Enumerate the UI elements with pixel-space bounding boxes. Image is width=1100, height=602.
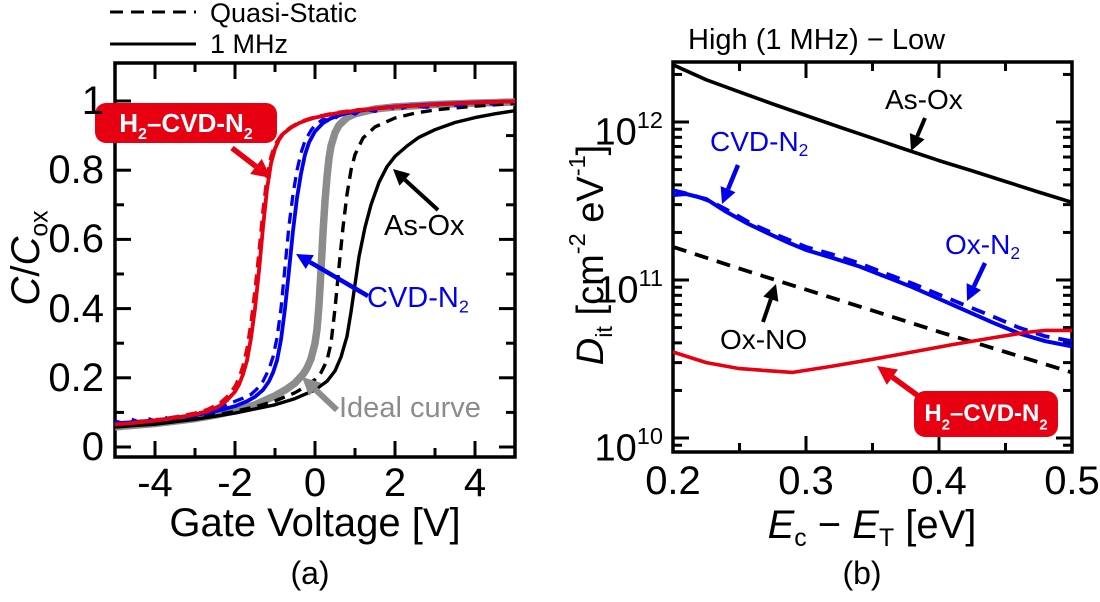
legend-label-quasi-static: Quasi-Static: [210, 0, 358, 28]
tick-label: 1010: [594, 423, 663, 470]
tick-label: 4: [463, 461, 487, 505]
tick-label: 0.5: [1044, 459, 1100, 503]
annotation-as-ox-b: As-Ox: [885, 84, 963, 115]
tick-label: 0: [303, 461, 327, 505]
tick-label: 0.6: [48, 217, 104, 262]
tick-label: 0.4: [911, 459, 967, 503]
annotation-cvd-n2-a: CVD-N2: [367, 282, 469, 317]
annotation-ideal-curve-a: Ideal curve: [339, 392, 481, 424]
annotation-ox-no-b: Ox-NO: [720, 324, 808, 355]
annotation-h2-cvd-n2-label-a: H2–CVD-N2: [119, 108, 253, 144]
legend-label-1mhz: 1 MHz: [210, 29, 289, 59]
axis-title-gate-voltage: Gate Voltage [V]: [169, 501, 461, 545]
tick-label: 0.2: [48, 355, 104, 400]
annotation-h2-cvd-n2-box-b: H2–CVD-N2: [914, 391, 1058, 437]
annotation-ox-n2-b: Ox-N2: [945, 229, 1020, 264]
tick-label: 0.8: [48, 148, 104, 193]
caption-a: (a): [290, 555, 330, 591]
tick-label: 0.4: [48, 286, 104, 331]
tick-label: 1: [81, 79, 104, 123]
annotation-cvd-n2-b: CVD-N2: [710, 126, 809, 161]
tick-label: 2: [383, 461, 407, 505]
panel-b-title: High (1 MHz) − Low: [688, 24, 946, 56]
tick-label: -4: [137, 461, 173, 505]
annotation-as-ox-a: As-Ox: [384, 210, 465, 242]
tick-label: 0: [81, 425, 104, 469]
axis-title-ec-et: Ec − ET [eV]: [767, 503, 977, 552]
tick-label: 0.2: [645, 459, 701, 503]
tick-label: 1012: [594, 107, 663, 154]
caption-b: (b): [842, 555, 882, 591]
tick-label: 0.3: [778, 459, 834, 503]
tick-label: 1011: [596, 265, 663, 312]
annotation-h2-cvd-n2-label-b: H2–CVD-N2: [924, 400, 1048, 434]
annotation-h2-cvd-n2-box-a: H2–CVD-N2: [95, 103, 277, 143]
tick-label: -2: [217, 461, 253, 505]
